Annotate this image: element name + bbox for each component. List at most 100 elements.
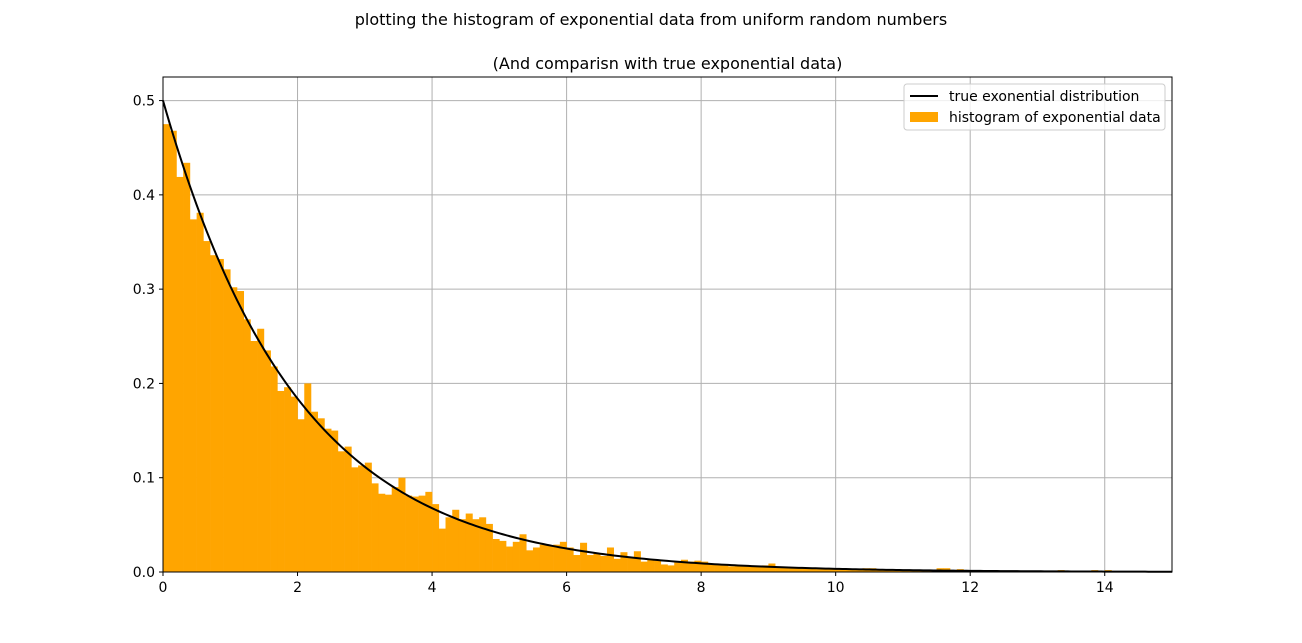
legend-label-line: true exonential distribution bbox=[949, 89, 1139, 105]
histogram-bar bbox=[613, 558, 621, 572]
histogram-bar bbox=[754, 566, 762, 572]
histogram-bar bbox=[445, 517, 453, 572]
histogram-bar bbox=[882, 570, 890, 572]
histogram-bar bbox=[398, 477, 406, 572]
histogram-bar bbox=[707, 564, 715, 572]
histogram-bar bbox=[310, 411, 319, 572]
legend-bar-swatch bbox=[910, 112, 938, 122]
histogram-bar bbox=[331, 430, 339, 572]
histogram-bar bbox=[163, 124, 171, 573]
histogram-bar bbox=[432, 504, 440, 572]
y-tick-label: 0.2 bbox=[133, 376, 155, 392]
histogram-bar bbox=[606, 547, 614, 572]
histogram-bar bbox=[687, 561, 695, 572]
histogram-bar bbox=[802, 568, 810, 572]
histogram-bar bbox=[236, 291, 245, 572]
y-tick-label: 0.1 bbox=[133, 471, 155, 487]
histogram-bar bbox=[324, 428, 332, 572]
histogram-bar bbox=[835, 569, 843, 572]
histogram-bar bbox=[337, 451, 345, 572]
histogram-bar bbox=[620, 552, 628, 572]
histogram-bar bbox=[553, 544, 561, 572]
histogram-bar bbox=[210, 255, 218, 572]
histogram-bar bbox=[411, 496, 419, 572]
histogram-bar bbox=[344, 446, 352, 572]
histogram-bar bbox=[795, 568, 803, 572]
histogram-bar bbox=[660, 564, 668, 572]
histogram-bar bbox=[317, 418, 325, 572]
histogram-bar bbox=[815, 569, 823, 572]
histogram-bar bbox=[674, 562, 682, 572]
exponential-curve bbox=[162, 100, 1173, 573]
x-tick-label: 12 bbox=[961, 580, 979, 596]
histogram-bar bbox=[378, 493, 386, 572]
histogram-bar bbox=[680, 559, 688, 572]
histogram-bar bbox=[849, 569, 857, 572]
axes-title: (And comparisn with true exponential dat… bbox=[493, 54, 843, 73]
histogram-bar bbox=[842, 569, 850, 572]
histogram-bar bbox=[499, 540, 507, 572]
legend-box bbox=[903, 83, 1166, 131]
histogram-bar bbox=[526, 550, 534, 572]
histogram-bar bbox=[250, 341, 258, 572]
histogram-bar bbox=[425, 491, 433, 572]
histogram-bar bbox=[492, 539, 500, 572]
histogram-bar bbox=[391, 487, 399, 572]
histogram-bar bbox=[694, 560, 702, 572]
histogram-bar bbox=[438, 528, 446, 572]
histogram-bar bbox=[808, 568, 816, 572]
histogram-bar bbox=[284, 387, 292, 572]
histogram-bar bbox=[593, 553, 601, 572]
histogram-bars bbox=[163, 124, 1112, 573]
histogram-bar bbox=[351, 467, 359, 572]
legend: true exonential distribution histogram o… bbox=[903, 83, 1166, 131]
histogram-bar bbox=[270, 366, 278, 572]
histogram-bar bbox=[297, 419, 305, 572]
histogram-bar bbox=[263, 350, 271, 572]
x-tick-label: 2 bbox=[293, 580, 302, 596]
histogram-bar bbox=[566, 547, 574, 572]
histogram-bar bbox=[734, 565, 742, 572]
histogram-bar bbox=[364, 462, 372, 572]
histogram-bar bbox=[573, 555, 581, 572]
histogram-bar bbox=[546, 545, 554, 572]
histogram-bar bbox=[277, 390, 285, 572]
histogram-bar bbox=[741, 565, 749, 572]
histogram-bar bbox=[855, 569, 863, 572]
histogram-bar bbox=[775, 567, 783, 572]
histogram-bar bbox=[506, 546, 514, 572]
x-tick-label: 8 bbox=[697, 580, 706, 596]
x-tick-label: 10 bbox=[827, 580, 845, 596]
histogram-bar bbox=[203, 241, 211, 573]
y-tick-label: 0.4 bbox=[133, 188, 155, 204]
x-tick-label: 0 bbox=[159, 580, 168, 596]
x-axis-ticks: 0 2 4 6 8 10 12 14 bbox=[159, 572, 1114, 596]
histogram-bar bbox=[230, 287, 238, 572]
y-tick-label: 0.5 bbox=[133, 94, 155, 110]
histogram-bar bbox=[748, 566, 756, 572]
histogram-bar bbox=[519, 534, 527, 572]
legend-label-bars: histogram of exponential data bbox=[949, 110, 1161, 126]
histogram-bar bbox=[479, 517, 487, 572]
y-tick-label: 0.0 bbox=[133, 565, 155, 581]
histogram-bar bbox=[721, 564, 729, 572]
histogram-bar bbox=[633, 551, 641, 572]
y-tick-label: 0.3 bbox=[133, 282, 155, 298]
histogram-bar bbox=[580, 542, 588, 572]
histogram-bar bbox=[586, 555, 594, 572]
histogram-bar bbox=[600, 555, 608, 572]
histogram-bar bbox=[654, 560, 662, 572]
histogram-bar bbox=[465, 513, 473, 572]
histogram-bar bbox=[169, 130, 177, 572]
histogram-bar bbox=[371, 483, 379, 572]
histogram-bar bbox=[472, 519, 480, 572]
histogram-bar bbox=[458, 519, 466, 572]
histogram-bar bbox=[257, 328, 265, 572]
histogram-bar bbox=[728, 566, 736, 572]
histogram-bar bbox=[196, 212, 204, 572]
x-tick-label: 6 bbox=[562, 580, 571, 596]
histogram-bar bbox=[647, 559, 655, 572]
y-axis-ticks: 0.0 0.1 0.2 0.3 0.4 0.5 bbox=[133, 94, 163, 581]
histogram-bar bbox=[304, 383, 312, 572]
